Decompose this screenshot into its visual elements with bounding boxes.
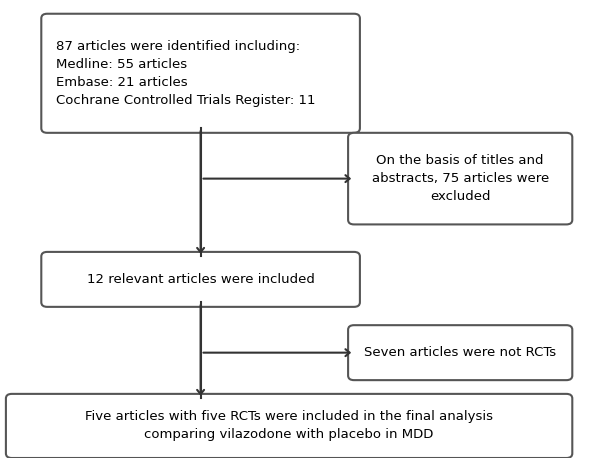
Text: 12 relevant articles were included: 12 relevant articles were included bbox=[87, 273, 314, 286]
Text: On the basis of titles and
abstracts, 75 articles were
excluded: On the basis of titles and abstracts, 75… bbox=[372, 154, 549, 203]
FancyBboxPatch shape bbox=[41, 14, 360, 133]
FancyBboxPatch shape bbox=[348, 325, 572, 380]
FancyBboxPatch shape bbox=[41, 252, 360, 307]
FancyBboxPatch shape bbox=[348, 133, 572, 224]
FancyBboxPatch shape bbox=[6, 394, 572, 458]
Text: Five articles with five RCTs were included in the final analysis
comparing vilaz: Five articles with five RCTs were includ… bbox=[85, 410, 493, 442]
Text: 87 articles were identified including:
Medline: 55 articles
Embase: 21 articles
: 87 articles were identified including: M… bbox=[56, 40, 316, 107]
Text: Seven articles were not RCTs: Seven articles were not RCTs bbox=[364, 346, 556, 359]
